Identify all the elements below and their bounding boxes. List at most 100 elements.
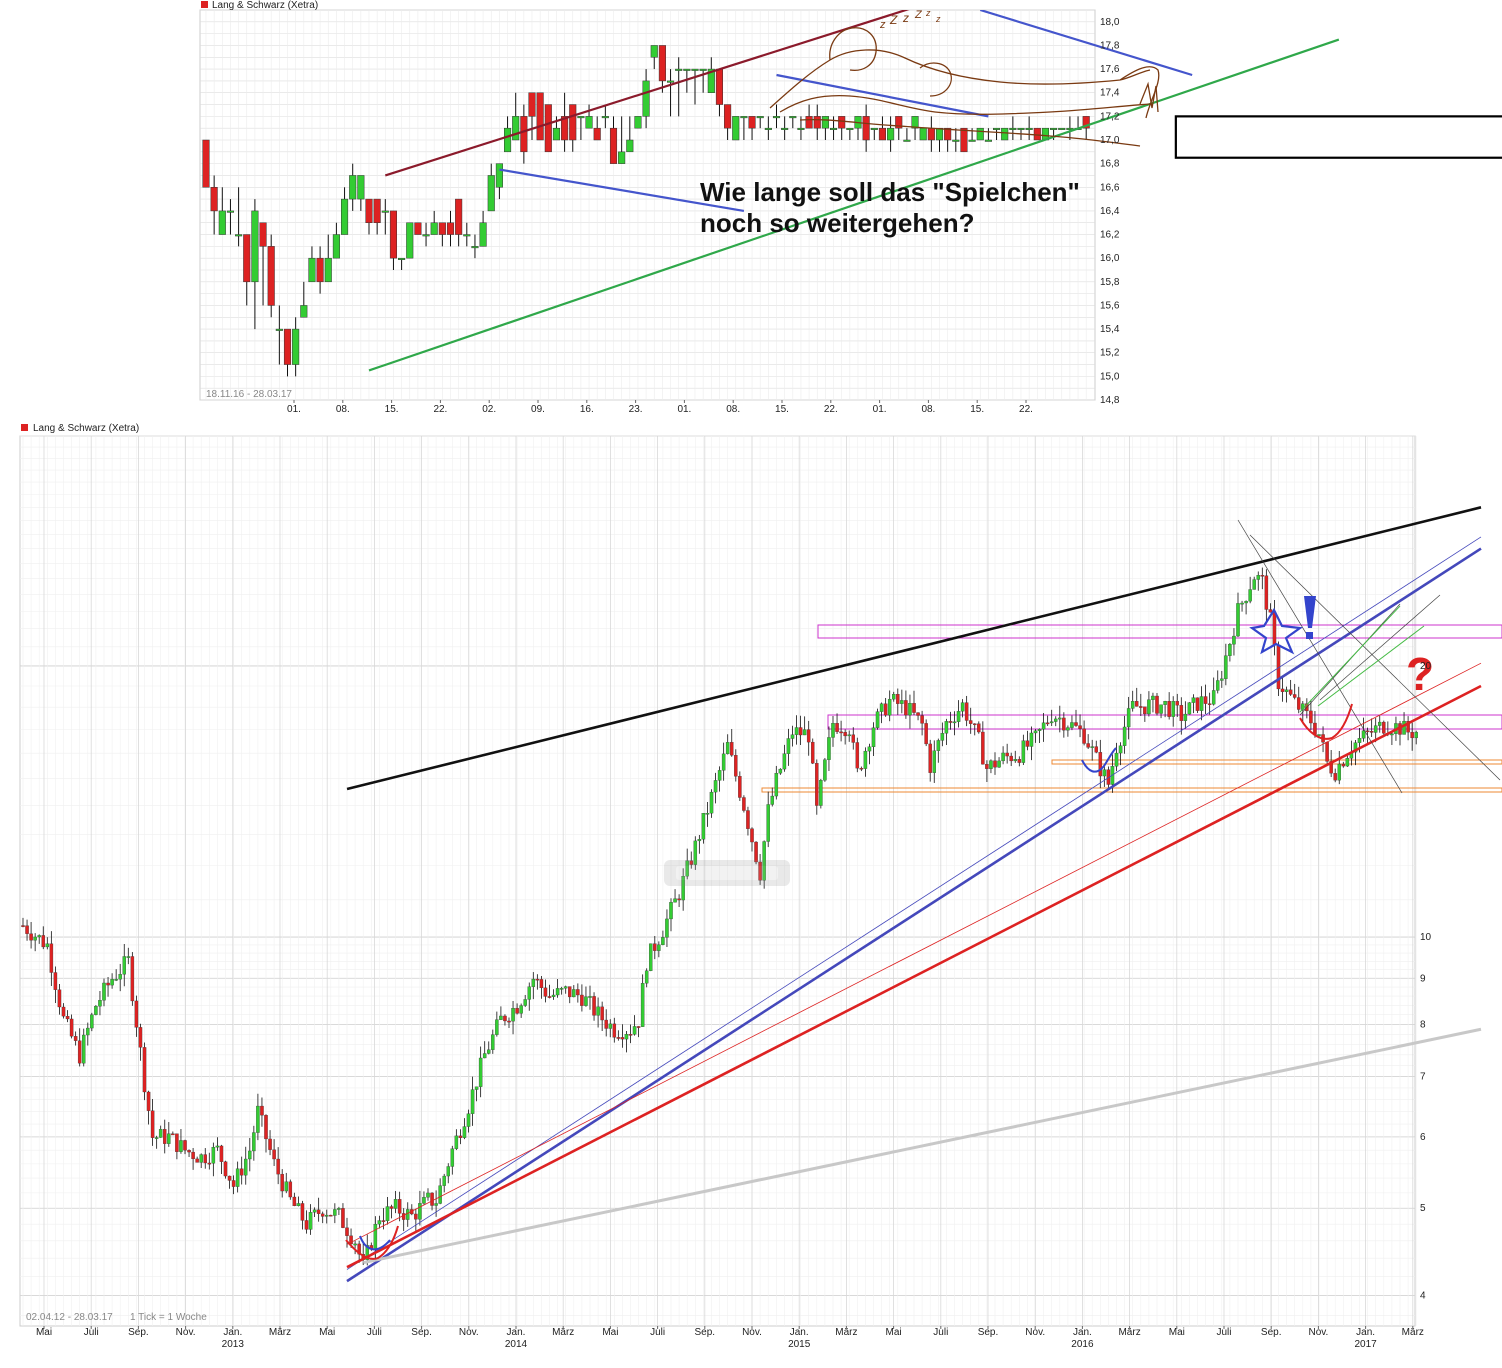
- candle-body: [1199, 696, 1204, 711]
- blue-star-icon: [1249, 607, 1303, 655]
- candle-body: [130, 956, 135, 1002]
- candle-body: [552, 127, 561, 141]
- candle-body: [1017, 127, 1025, 130]
- x-tick-label: Jan.: [507, 1327, 526, 1338]
- candle-body: [725, 742, 730, 755]
- y-tick-label: 16,8: [1100, 159, 1120, 170]
- candle-body: [1130, 701, 1135, 709]
- candle-body: [536, 92, 544, 141]
- x-tick-label: 01.: [287, 404, 301, 415]
- candle-body: [657, 944, 661, 951]
- candle-body: [887, 698, 892, 716]
- candle-body: [471, 246, 479, 249]
- candle-body: [1365, 730, 1370, 733]
- candle-body: [284, 1181, 288, 1192]
- candle-body: [150, 1110, 155, 1138]
- orange-zone-2: [761, 787, 1502, 793]
- x-tick-label: Juli: [84, 1327, 99, 1338]
- candle-body: [422, 234, 430, 237]
- candle-body: [1126, 708, 1131, 728]
- candle-body: [1017, 759, 1022, 763]
- candle-body: [33, 936, 37, 941]
- candle-body: [1325, 742, 1329, 762]
- candle-body: [527, 986, 532, 1000]
- x-tick-label: Sep.: [411, 1327, 432, 1338]
- candle-body: [422, 1197, 426, 1204]
- candle-body: [167, 1133, 171, 1144]
- candle-body: [750, 828, 754, 843]
- y-tick-label: 10: [1420, 932, 1432, 943]
- candle-body: [495, 1019, 499, 1035]
- candle-body: [1216, 680, 1220, 691]
- candle-body: [191, 1151, 195, 1160]
- candle-body: [300, 1203, 305, 1221]
- candle-body: [1244, 601, 1248, 604]
- green-mini-channel: [1299, 605, 1425, 713]
- y-tick-label: 17,8: [1100, 40, 1120, 51]
- candle-body: [738, 776, 742, 798]
- x-tick-label: 08.: [921, 404, 935, 415]
- candle-body: [1082, 728, 1086, 744]
- x-tick-label: 08.: [336, 404, 350, 415]
- candle-body: [69, 1018, 74, 1037]
- x-year-label: 2013: [222, 1339, 245, 1350]
- x-tick-label: März: [835, 1327, 857, 1338]
- candle-body: [158, 1129, 163, 1138]
- candle-body: [976, 127, 984, 141]
- candle-body: [697, 839, 702, 842]
- x-tick-label: Juli: [650, 1327, 665, 1338]
- candle-body: [462, 1126, 467, 1138]
- candle-body: [324, 257, 332, 283]
- candle-body: [1167, 701, 1171, 717]
- candle-body: [1070, 722, 1074, 728]
- candle-body: [106, 982, 110, 986]
- x-tick-label: 22.: [433, 404, 447, 415]
- candle-body: [1009, 127, 1017, 130]
- candle-body: [1280, 688, 1285, 692]
- candle-body: [272, 1149, 276, 1160]
- candle-body: [1195, 697, 1200, 711]
- candle-body: [1066, 727, 1070, 731]
- y-tick-label: 17,2: [1100, 111, 1120, 122]
- candle-body: [580, 994, 584, 1006]
- candle-body: [1029, 732, 1034, 747]
- y-tick-label: 4: [1420, 1291, 1426, 1302]
- candle-body: [559, 988, 564, 990]
- candle-body: [1005, 752, 1009, 757]
- candle-body: [288, 1181, 293, 1198]
- y-tick-label: 15,2: [1100, 348, 1120, 359]
- candle-body: [41, 935, 46, 948]
- candle-body: [442, 1175, 446, 1186]
- candle-body: [985, 764, 989, 769]
- x-tick-label: 22.: [1019, 404, 1033, 415]
- x-tick-label: Mai: [36, 1327, 52, 1338]
- candle-body: [811, 741, 815, 764]
- candle-body: [920, 715, 924, 724]
- candle-body: [669, 902, 673, 920]
- candle-body: [320, 1213, 325, 1217]
- top-x-axis: 01. 08. 15. 22. 02. 09. 16. 23. 01. 08. 15. 22. 01. 0…: [287, 400, 1033, 415]
- x-tick-label: Sep.: [128, 1327, 149, 1338]
- y-tick-label: 16,0: [1100, 253, 1120, 264]
- candle-body: [543, 987, 548, 997]
- candle-body: [721, 753, 726, 771]
- candle-body: [1037, 729, 1042, 731]
- candle-body: [555, 988, 560, 996]
- candle-body: [280, 1173, 284, 1192]
- magenta-zone-upper: [817, 624, 1502, 639]
- candle-body: [835, 723, 839, 732]
- candle-body: [256, 1105, 260, 1133]
- y-tick-label: 7: [1420, 1072, 1426, 1083]
- candle-body: [523, 999, 527, 1006]
- bottom-legend-label: Lang & Schwarz (Xetra): [33, 423, 139, 434]
- candle-body: [781, 127, 789, 130]
- candle-body: [649, 943, 653, 971]
- x-tick-label: Nov.: [176, 1327, 196, 1338]
- x-tick-label: Nov.: [459, 1327, 479, 1338]
- y-tick-label: 5: [1420, 1203, 1426, 1214]
- bottom-y-axis: 4 5 6 7 8 9 10 20: [1420, 661, 1432, 1302]
- candle-body: [479, 222, 487, 247]
- candle-body: [981, 731, 985, 765]
- candle-body: [878, 127, 887, 141]
- candle-body: [588, 996, 592, 998]
